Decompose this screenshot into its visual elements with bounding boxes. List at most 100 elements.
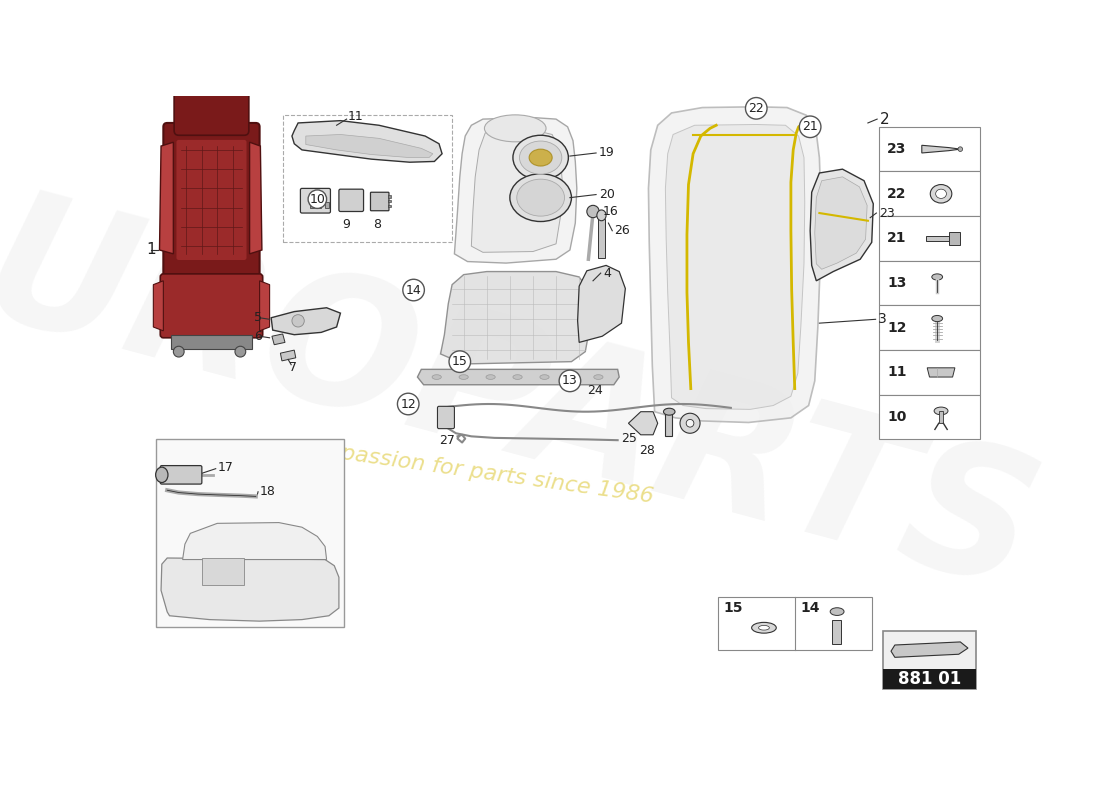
Polygon shape [161,558,339,621]
Polygon shape [183,522,327,559]
Polygon shape [280,350,296,361]
Bar [880,216,980,261]
Circle shape [449,351,471,373]
Text: 24: 24 [587,384,603,397]
Ellipse shape [686,419,694,427]
Bar [326,202,329,209]
Text: 15: 15 [724,602,744,615]
Polygon shape [272,334,285,345]
Ellipse shape [540,374,549,379]
Polygon shape [440,271,591,364]
Polygon shape [922,146,960,153]
Bar [880,350,980,394]
Ellipse shape [759,626,769,630]
Bar [880,127,980,171]
Text: 881 01: 881 01 [898,670,961,688]
Ellipse shape [597,210,606,221]
Polygon shape [666,125,805,410]
Circle shape [397,394,419,414]
Polygon shape [948,232,960,245]
Text: 13: 13 [562,374,578,387]
Ellipse shape [932,274,943,280]
Ellipse shape [519,141,562,174]
Ellipse shape [830,608,844,615]
Circle shape [559,370,581,392]
Text: 18: 18 [260,486,275,498]
Ellipse shape [931,185,952,203]
Circle shape [587,206,600,218]
Bar [388,195,392,198]
Circle shape [403,279,425,301]
Polygon shape [160,142,174,254]
Text: 23: 23 [880,206,895,219]
FancyBboxPatch shape [300,188,330,213]
Ellipse shape [663,408,675,415]
Bar [717,597,871,650]
Text: 25: 25 [621,432,637,445]
Circle shape [292,314,305,327]
Text: 1: 1 [146,242,156,258]
Ellipse shape [751,622,777,633]
Text: 10: 10 [309,193,326,206]
Ellipse shape [932,315,943,322]
Polygon shape [891,642,968,658]
FancyBboxPatch shape [438,406,454,429]
Text: 10: 10 [887,410,906,424]
Circle shape [746,98,767,119]
Polygon shape [250,142,262,254]
Ellipse shape [432,374,441,379]
Text: a passion for parts since 1986: a passion for parts since 1986 [319,440,654,506]
Circle shape [174,346,184,357]
Bar [388,200,392,202]
Ellipse shape [513,135,569,180]
Polygon shape [271,308,341,334]
Bar [388,205,392,207]
Bar [202,558,244,585]
Text: 17: 17 [218,461,233,474]
Bar [880,171,980,216]
Text: 6: 6 [254,330,262,342]
Polygon shape [418,370,619,385]
Ellipse shape [156,467,168,482]
Bar [938,411,944,423]
FancyBboxPatch shape [161,466,202,484]
Bar [172,334,252,349]
Text: 7: 7 [289,361,297,374]
Ellipse shape [486,374,495,379]
FancyBboxPatch shape [161,274,263,338]
Ellipse shape [680,414,700,434]
Ellipse shape [934,407,948,414]
Text: 2: 2 [880,111,889,126]
Bar [880,394,980,439]
Text: 22: 22 [748,102,764,115]
Polygon shape [454,118,576,263]
FancyBboxPatch shape [163,123,260,277]
FancyBboxPatch shape [174,91,249,135]
Bar [832,619,842,644]
Bar [310,202,314,209]
Text: 14: 14 [801,602,821,615]
Circle shape [235,346,245,357]
Text: 15: 15 [452,355,468,368]
Ellipse shape [529,149,552,166]
Text: 19: 19 [600,146,615,159]
Text: 22: 22 [887,186,906,201]
Text: 13: 13 [887,276,906,290]
Polygon shape [472,128,562,252]
Bar [926,236,948,241]
Text: 20: 20 [600,188,615,201]
Polygon shape [578,266,625,342]
Text: 27: 27 [439,434,455,447]
Ellipse shape [594,374,603,379]
Ellipse shape [517,179,564,216]
Text: UROPARTS: UROPARTS [0,179,1054,629]
Text: 16: 16 [603,205,618,218]
Text: 21: 21 [887,231,906,246]
Text: 11: 11 [348,110,364,123]
Bar [883,669,976,689]
Bar [883,631,976,689]
Bar [666,414,672,436]
Text: 4: 4 [604,266,612,280]
Circle shape [800,116,821,138]
Ellipse shape [510,174,572,222]
